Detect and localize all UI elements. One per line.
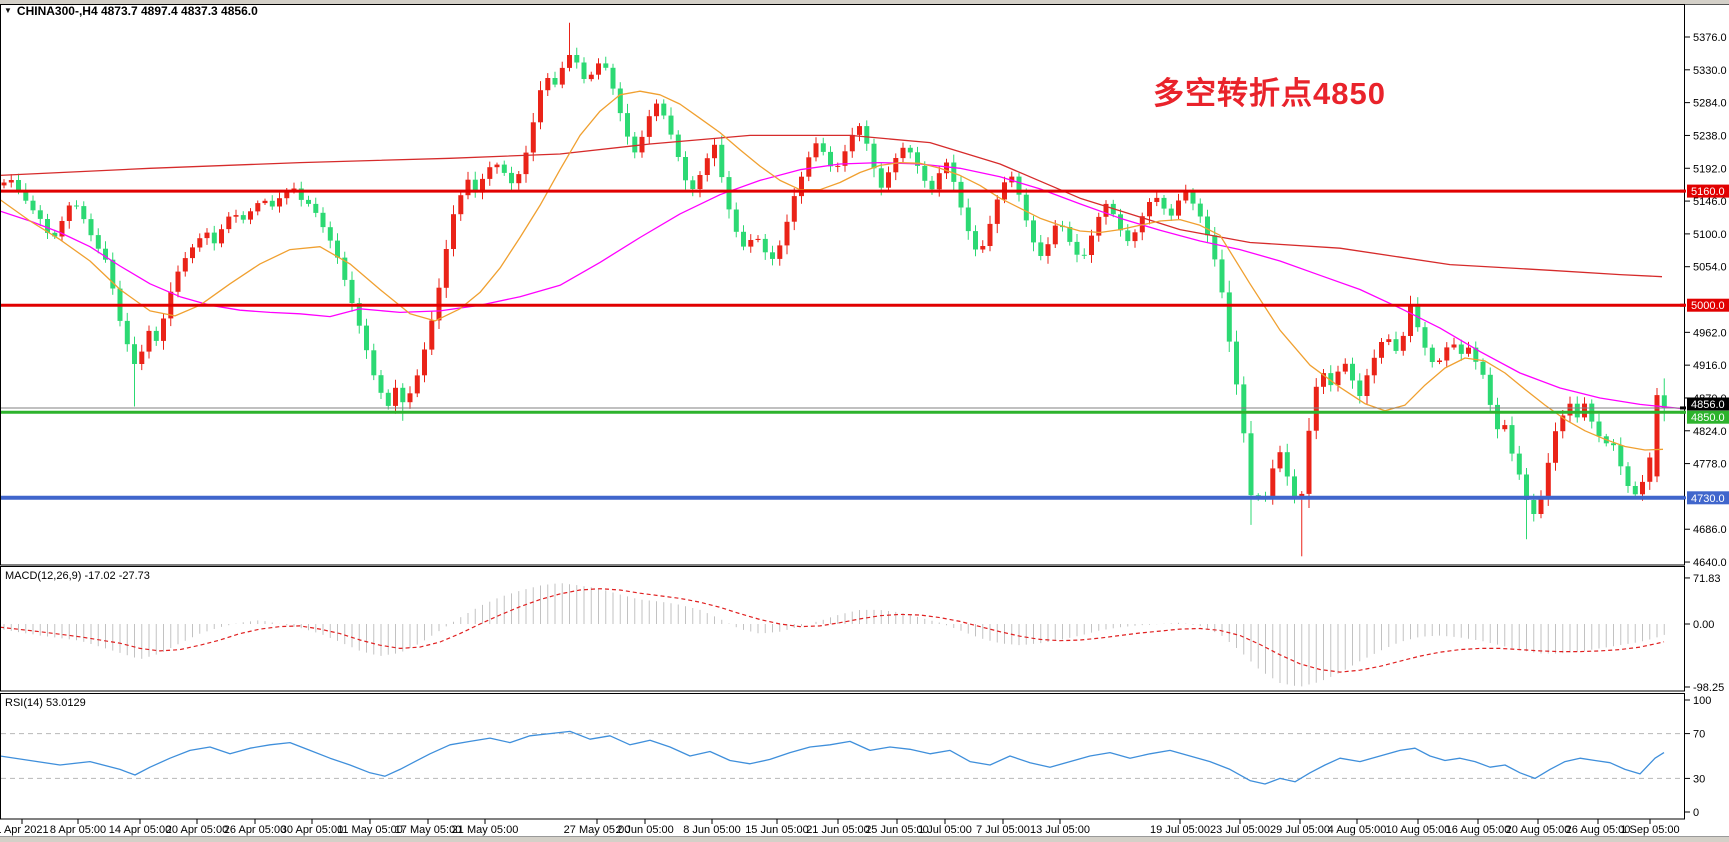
time-tick-label: 1 Apr 2021 [0, 824, 49, 836]
time-tick-label: 14 Apr 05:00 [109, 824, 171, 836]
price-tick-label: 4824.0 [1693, 426, 1727, 438]
price-level-badge-label: 4856.0 [1691, 399, 1725, 411]
rsi-indicator-label: RSI(14) 53.0129 [5, 697, 86, 709]
price-tick-label: 4962.0 [1693, 327, 1727, 339]
time-tick-label: 26 Apr 05:00 [224, 824, 286, 836]
time-tick-label: 11 May 05:00 [337, 824, 403, 836]
price-level-badge-label: 4730.0 [1691, 493, 1725, 505]
macd-tick-label: 0.00 [1693, 619, 1714, 631]
price-level-badge [1687, 397, 1729, 411]
price-tick-label: 5192.0 [1693, 163, 1727, 175]
chart-annotation-text: 多空转折点4850 [1153, 76, 1386, 111]
time-tick-label: 1 Jul 05:00 [918, 824, 972, 836]
symbol-dropdown-icon[interactable]: ▼ [4, 6, 12, 15]
price-tick-label: 5146.0 [1693, 196, 1727, 208]
horizontal-level-lines[interactable] [1, 189, 1684, 500]
price-level-badge [1687, 298, 1729, 312]
moving-averages [0, 90, 1684, 451]
time-tick-label: 25 Jun 05:00 [865, 824, 929, 836]
time-tick-label: 26 Aug 05:00 [1566, 824, 1631, 836]
price-tick-label: 5376.0 [1693, 32, 1727, 44]
time-tick-label: 21 Jun 05:00 [806, 824, 870, 836]
macd-series [0, 583, 1665, 687]
rsi-gridlines [1, 733, 1684, 779]
rsi-tick-label: 30 [1693, 773, 1705, 785]
time-tick-label: 19 Jul 05:00 [1150, 824, 1210, 836]
time-tick-label: 20 Apr 05:00 [166, 824, 228, 836]
time-tick-label: 15 Jun 05:00 [745, 824, 809, 836]
panel-borders [0, 4, 1685, 820]
price-tick-label: 5100.0 [1693, 229, 1727, 241]
time-tick-label: 2 Jun 05:00 [616, 824, 674, 836]
price-level-badge-label: 4850.0 [1691, 412, 1725, 424]
time-tick-label: 27 May 05:00 [564, 824, 631, 836]
time-tick-label: 8 Jun 05:00 [683, 824, 741, 836]
price-tick-label: 5284.0 [1693, 98, 1727, 110]
candlestick-series [1, 22, 1667, 557]
chart-title-bar: ▼ CHINA300-,H4 4873.7 4897.4 4837.3 4856… [4, 4, 258, 18]
price-tick-label: 5330.0 [1693, 65, 1727, 77]
price-level-badge-label: 5000.0 [1691, 300, 1725, 312]
time-tick-label: 23 Jul 05:00 [1210, 824, 1270, 836]
window-bottom-border [0, 836, 1729, 842]
time-tick-label: 13 Jul 05:00 [1030, 824, 1090, 836]
rsi-tick-label: 0 [1693, 807, 1699, 819]
price-tick-label: 5054.0 [1693, 262, 1727, 274]
price-tick-label: 4778.0 [1693, 459, 1727, 471]
price-tick-label: 4916.0 [1693, 360, 1727, 372]
time-tick-label: 7 Jul 05:00 [976, 824, 1030, 836]
macd-tick-label: -98.25 [1693, 682, 1724, 694]
price-level-badge [1687, 410, 1729, 424]
time-tick-label: 21 May 05:00 [452, 824, 519, 836]
time-tick-label: 16 Aug 05:00 [1446, 824, 1511, 836]
rsi-series [0, 730, 1665, 785]
time-tick-label: 1 Sep 05:00 [1620, 824, 1679, 836]
time-tick-label: 17 May 05:00 [395, 824, 462, 836]
price-tick-label: 4640.0 [1693, 557, 1727, 569]
time-tick-label: 10 Aug 05:00 [1386, 824, 1451, 836]
time-tick-label: 20 Aug 05:00 [1506, 824, 1571, 836]
rsi-tick-label: 100 [1693, 695, 1711, 707]
price-tick-label: 4686.0 [1693, 524, 1727, 536]
time-tick-label: 8 Apr 05:00 [50, 824, 106, 836]
macd-indicator-label: MACD(12,26,9) -17.02 -27.73 [5, 570, 150, 582]
rsi-tick-label: 70 [1693, 729, 1705, 741]
price-level-badge [1687, 491, 1729, 505]
symbol-ohlc-title: CHINA300-,H4 4873.7 4897.4 4837.3 4856.0 [16, 4, 258, 18]
time-tick-label: 4 Aug 05:00 [1328, 824, 1387, 836]
price-level-badge [1687, 184, 1729, 198]
time-tick-label: 29 Jul 05:00 [1270, 824, 1330, 836]
price-tick-label: 5238.0 [1693, 130, 1727, 142]
macd-tick-label: 71.83 [1693, 573, 1721, 585]
price-level-badge-label: 5160.0 [1691, 186, 1725, 198]
price-axis[interactable]: 5376.0 5330.0 5284.0 5238.0 5192.0 5146.0 5100… [1680, 32, 1729, 819]
time-tick-label: 30 Apr 05:00 [281, 824, 343, 836]
